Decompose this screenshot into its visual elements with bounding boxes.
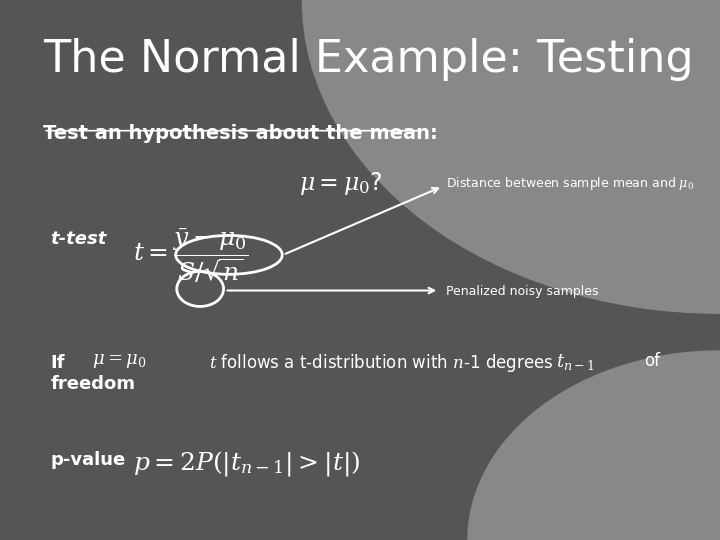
Wedge shape [302, 0, 720, 313]
Text: t-test: t-test [50, 230, 107, 247]
Text: $\mu = \mu_0$?: $\mu = \mu_0$? [299, 170, 382, 197]
Circle shape [468, 351, 720, 540]
Text: of: of [644, 352, 660, 370]
Text: Test an hypothesis about the mean:: Test an hypothesis about the mean: [43, 124, 438, 143]
Text: Distance between sample mean and $\mu_0$: Distance between sample mean and $\mu_0$ [446, 176, 695, 192]
Text: p-value: p-value [50, 451, 126, 469]
Text: The Normal Example: Testing: The Normal Example: Testing [43, 38, 694, 81]
Text: If: If [50, 354, 65, 372]
Text: $t$ follows a t-distribution with $n$-1 degrees: $t$ follows a t-distribution with $n$-1 … [209, 352, 554, 374]
Text: $t = \dfrac{\bar{y} - \mu_0}{S/\sqrt{n}}$: $t = \dfrac{\bar{y} - \mu_0}{S/\sqrt{n}}… [133, 227, 248, 286]
Text: Penalized noisy samples: Penalized noisy samples [446, 285, 599, 298]
Text: $p = 2P(|t_{n-1}| > |t|)$: $p = 2P(|t_{n-1}| > |t|)$ [133, 449, 361, 478]
Text: $t_{n-1}$: $t_{n-1}$ [556, 352, 595, 372]
Text: $\mu = \mu_0$: $\mu = \mu_0$ [92, 352, 147, 370]
Text: freedom: freedom [50, 375, 135, 393]
